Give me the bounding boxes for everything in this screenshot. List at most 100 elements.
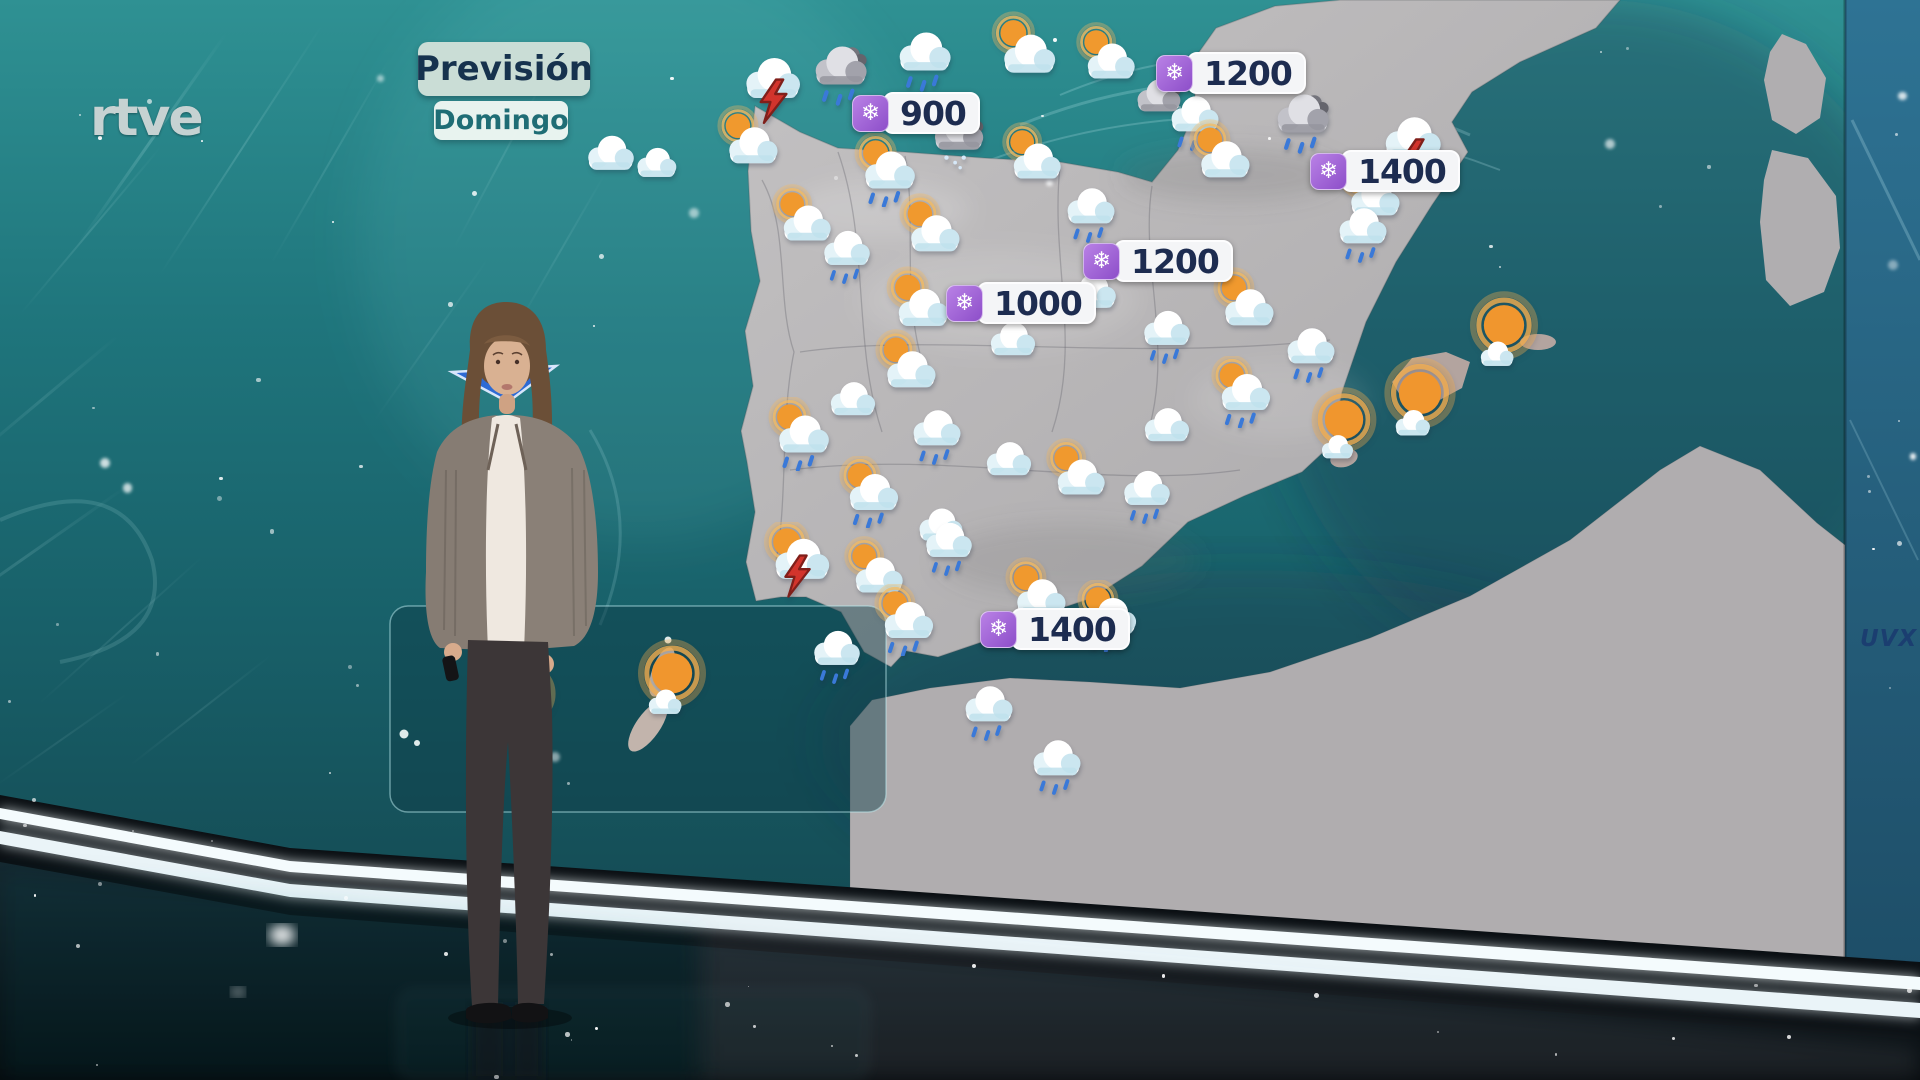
- snow-level-badge: ❄ 900: [852, 92, 980, 134]
- snow-particle: [1161, 974, 1166, 978]
- snow-particle: [1605, 138, 1616, 149]
- snow-particle: [1489, 244, 1493, 249]
- snow-level-value: 1400: [1011, 608, 1130, 650]
- snow-particle: [592, 324, 596, 328]
- snow-level-badge: ❄ 1400: [1310, 150, 1460, 192]
- snow-particle: [689, 207, 699, 218]
- snow-particle: [56, 623, 60, 627]
- weather-icon-sun-big-cloud: [630, 638, 714, 722]
- weather-icon-sun-cloud: [1334, 154, 1406, 226]
- snow-particle: [201, 139, 204, 142]
- snow-particle: [1499, 265, 1502, 269]
- snow-particle: [7, 699, 12, 703]
- snow-particle: [343, 896, 348, 901]
- snow-particle: [210, 840, 213, 843]
- snow-particle: [75, 943, 81, 949]
- wind-streak: [372, 257, 490, 423]
- snowflake-icon: ❄: [1310, 152, 1347, 190]
- snow-particle: [377, 75, 384, 82]
- wind-streak: [0, 484, 129, 636]
- weather-icon-sun-cloud: [894, 190, 966, 262]
- weather-icon-cloud-rain: [802, 618, 870, 686]
- weather-icon-dark-cloud: [1126, 62, 1190, 126]
- snow-particle: [1268, 137, 1272, 140]
- snow-particle: [747, 985, 750, 988]
- snow-particle: [1887, 259, 1899, 271]
- weather-icon-sun-cloud: [1000, 554, 1072, 626]
- snow-particle: [834, 176, 839, 181]
- snowflake-icon: ❄: [980, 610, 1017, 648]
- snow-particle: [831, 1045, 834, 1048]
- weather-icon-cloud: [1058, 254, 1126, 322]
- snow-particle: [269, 529, 275, 534]
- wind-streak: [270, 55, 392, 265]
- snow-particle: [670, 76, 674, 80]
- weather-icon-sun-cloud: [1184, 116, 1256, 188]
- snow-particle: [1909, 453, 1917, 460]
- weather-icon-cloud-rain: [886, 18, 962, 94]
- snow-particle: [471, 191, 477, 197]
- snow-particle: [1046, 179, 1053, 186]
- floor-light-strip: [0, 795, 1920, 1052]
- weather-icon-cloud-rain: [1159, 83, 1229, 153]
- snow-level-badge: ❄ 1200: [1156, 52, 1306, 94]
- snow-particle: [358, 464, 363, 469]
- weather-icon-sun-cloud: [1208, 264, 1280, 336]
- weather-icon-sun-cloud: [997, 119, 1067, 189]
- snow-particle: [217, 496, 223, 502]
- weather-icon-sun-cloud: [1041, 435, 1111, 505]
- snow-particle: [347, 665, 353, 670]
- snow-particle: [1894, 133, 1898, 137]
- weather-icon-sun-cloud-rain: [1072, 580, 1144, 652]
- snow-particle: [1872, 547, 1875, 550]
- forecast-day: Domingo: [433, 101, 569, 140]
- snow-particle: [448, 302, 453, 307]
- snow-particle: [1314, 992, 1320, 998]
- snow-particle: [444, 952, 449, 957]
- weather-icon-sun-cloud: [767, 181, 837, 251]
- snow-level-value: 1200: [1187, 52, 1306, 94]
- weather-icon-cloud-rain: [901, 397, 971, 467]
- snow-particle: [23, 824, 27, 828]
- wind-streak: [129, 653, 273, 767]
- weather-icon-cloud-rain: [812, 218, 880, 286]
- snow-particle: [1867, 474, 1871, 479]
- weather-icon-cloud: [979, 303, 1045, 369]
- snow-particle: [550, 752, 561, 763]
- weather-icon-sun-cloud: [1071, 19, 1141, 89]
- weather-icon-cloud: [908, 490, 972, 554]
- snow-particle: [1897, 540, 1903, 546]
- wind-streak: [0, 334, 120, 466]
- snow-particle: [147, 98, 153, 104]
- snow-particle: [132, 830, 134, 832]
- snow-particle: [1599, 50, 1603, 54]
- snow-level-value: 1000: [977, 282, 1096, 324]
- snow-particle: [565, 1032, 570, 1037]
- snow-particle: [570, 1039, 573, 1041]
- snow-particle: [478, 464, 485, 472]
- wind-streak: [38, 555, 204, 705]
- weather-icon-cloud-rain: [1132, 298, 1200, 366]
- weather-icon-sun-cloud-rain: [1206, 356, 1278, 428]
- uvx-watermark: UVX: [1860, 626, 1918, 652]
- snowflake-icon: ❄: [946, 284, 983, 322]
- snow-particle: [725, 1002, 730, 1007]
- weather-icon-cloud-rain: [1021, 727, 1091, 797]
- wind-streak: [19, 145, 163, 315]
- wind-streak: [453, 71, 549, 249]
- snow-particle: [1898, 91, 1907, 101]
- weather-icon-cloud-rain: [1112, 458, 1180, 526]
- snow-particle: [1707, 165, 1711, 169]
- weather-icon-cloud-rain: [914, 510, 982, 578]
- weather-icon-sun-cloud-rain: [869, 584, 941, 656]
- wind-streak: [158, 23, 324, 277]
- weather-icon-sun-big-cloud: [485, 661, 563, 739]
- snow-particle: [1554, 1053, 1558, 1057]
- weather-icon-sun-cloud-rain: [834, 456, 906, 528]
- snow-level-badge: ❄ 1200: [1083, 240, 1233, 282]
- snow-particle: [155, 652, 160, 656]
- snow-particle: [502, 938, 508, 944]
- weather-icon-cloud: [576, 116, 644, 184]
- snow-particle: [328, 772, 331, 775]
